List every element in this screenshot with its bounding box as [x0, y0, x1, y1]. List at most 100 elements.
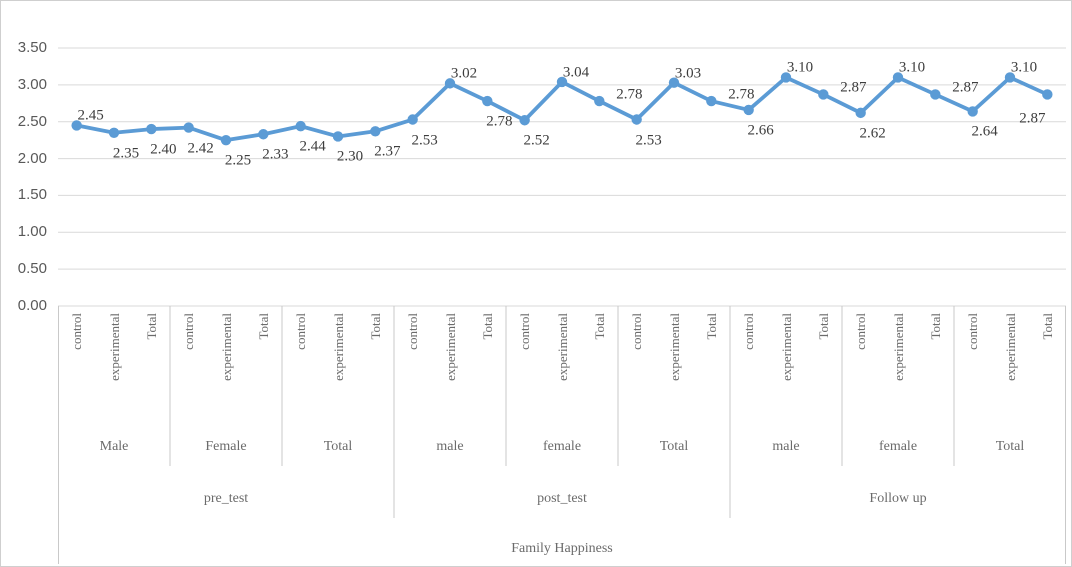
- data-label: 2.87: [840, 79, 867, 96]
- data-label: 2.44: [299, 138, 326, 155]
- section-label: pre_test: [203, 491, 249, 506]
- category-label: control: [965, 313, 981, 350]
- y-axis-tick-label: 3.50: [17, 39, 47, 57]
- data-point-marker: [930, 89, 941, 100]
- data-point-marker: [818, 89, 829, 100]
- data-point-marker: [444, 78, 456, 89]
- category-label: control: [853, 313, 869, 350]
- data-label: 3.04: [562, 64, 590, 81]
- y-axis-tick-label: 1.00: [17, 223, 47, 241]
- data-label: 2.87: [1019, 110, 1046, 127]
- subgroup-label: male: [772, 439, 800, 454]
- category-label: experimental: [106, 313, 122, 381]
- category-label: experimental: [890, 313, 906, 381]
- category-label: control: [629, 313, 645, 350]
- data-point-marker: [967, 106, 978, 117]
- category-label: experimental: [442, 313, 458, 381]
- category-label: Total: [591, 313, 607, 340]
- data-point-marker: [482, 95, 493, 107]
- category-label: Total: [367, 313, 383, 340]
- data-label: 3.10: [786, 59, 814, 76]
- data-label: 2.30: [336, 148, 364, 165]
- data-label: 3.10: [898, 59, 926, 76]
- category-label: Total: [703, 313, 719, 340]
- subgroup-label: Total: [659, 439, 689, 454]
- data-point-marker: [855, 107, 866, 119]
- section-label: post_test: [537, 491, 587, 506]
- subgroup-label: male: [436, 439, 464, 454]
- data-point-marker: [1004, 72, 1016, 83]
- data-point-marker: [332, 131, 344, 142]
- data-label: 2.62: [859, 125, 886, 142]
- data-label: 3.03: [674, 65, 702, 82]
- data-point-marker: [183, 122, 194, 133]
- category-label: experimental: [666, 313, 682, 381]
- category-label: experimental: [1002, 313, 1018, 381]
- data-label: 2.25: [224, 152, 252, 169]
- subgroup-label: female: [542, 439, 582, 454]
- data-label: 2.78: [728, 86, 755, 103]
- data-label: 3.02: [450, 65, 478, 82]
- data-point-marker: [594, 95, 605, 107]
- subgroup-label: Male: [99, 439, 129, 454]
- data-point-marker: [1042, 89, 1053, 100]
- category-label: Total: [815, 313, 831, 340]
- axis-title: Family Happiness: [511, 541, 613, 556]
- y-axis-tick-label: 1.50: [17, 186, 47, 204]
- data-point-marker: [220, 134, 232, 146]
- data-label: 2.33: [262, 146, 289, 163]
- data-point-marker: [108, 127, 120, 138]
- data-point-marker: [146, 123, 157, 135]
- category-label: control: [69, 313, 85, 350]
- data-point-marker: [519, 115, 530, 126]
- category-label: control: [293, 313, 309, 350]
- data-label: 2.66: [747, 122, 774, 139]
- y-axis-tick-label: 0.00: [17, 297, 47, 315]
- data-point-marker: [892, 72, 904, 83]
- data-label: 2.40: [150, 141, 177, 158]
- data-point-marker: [631, 114, 642, 125]
- data-label: 2.35: [112, 145, 140, 162]
- category-label: control: [517, 313, 533, 350]
- category-label: experimental: [778, 313, 794, 381]
- data-label: 2.37: [374, 143, 401, 160]
- category-label: experimental: [218, 313, 234, 381]
- data-label: 3.10: [1010, 59, 1038, 76]
- y-axis-tick-label: 0.50: [17, 260, 47, 278]
- y-axis-tick-label: 2.00: [17, 149, 47, 167]
- subgroup-label: female: [878, 439, 918, 454]
- data-point-marker: [668, 77, 680, 88]
- y-axis-tick-label: 2.50: [17, 112, 47, 130]
- data-label: 2.52: [523, 132, 550, 149]
- data-point-marker: [407, 114, 418, 125]
- y-axis-tick-label: 3.00: [17, 76, 47, 94]
- section-label: Follow up: [869, 491, 927, 506]
- data-label: 2.53: [635, 132, 662, 148]
- subgroup-label: Total: [995, 439, 1025, 454]
- data-label: 2.45: [77, 107, 104, 124]
- data-point-marker: [780, 72, 792, 83]
- data-point-marker: [71, 120, 82, 131]
- category-label: control: [741, 313, 757, 350]
- data-point-marker: [706, 95, 717, 107]
- category-label: experimental: [330, 313, 346, 381]
- category-label: Total: [255, 313, 271, 340]
- data-label: 2.78: [486, 113, 513, 130]
- data-label: 2.42: [187, 140, 214, 157]
- data-label: 2.78: [616, 86, 643, 103]
- category-label: Total: [479, 313, 495, 340]
- category-label: control: [181, 313, 197, 350]
- data-point-marker: [743, 104, 754, 116]
- data-point-marker: [295, 120, 306, 132]
- data-point-marker: [258, 129, 269, 140]
- data-label: 2.87: [952, 79, 979, 96]
- category-label: Total: [927, 313, 943, 340]
- category-label: control: [405, 313, 421, 350]
- data-point-marker: [370, 126, 381, 137]
- category-label: experimental: [554, 313, 570, 381]
- subgroup-label: Female: [205, 439, 247, 454]
- data-label: 2.64: [971, 123, 998, 140]
- subgroup-label: Total: [323, 439, 353, 454]
